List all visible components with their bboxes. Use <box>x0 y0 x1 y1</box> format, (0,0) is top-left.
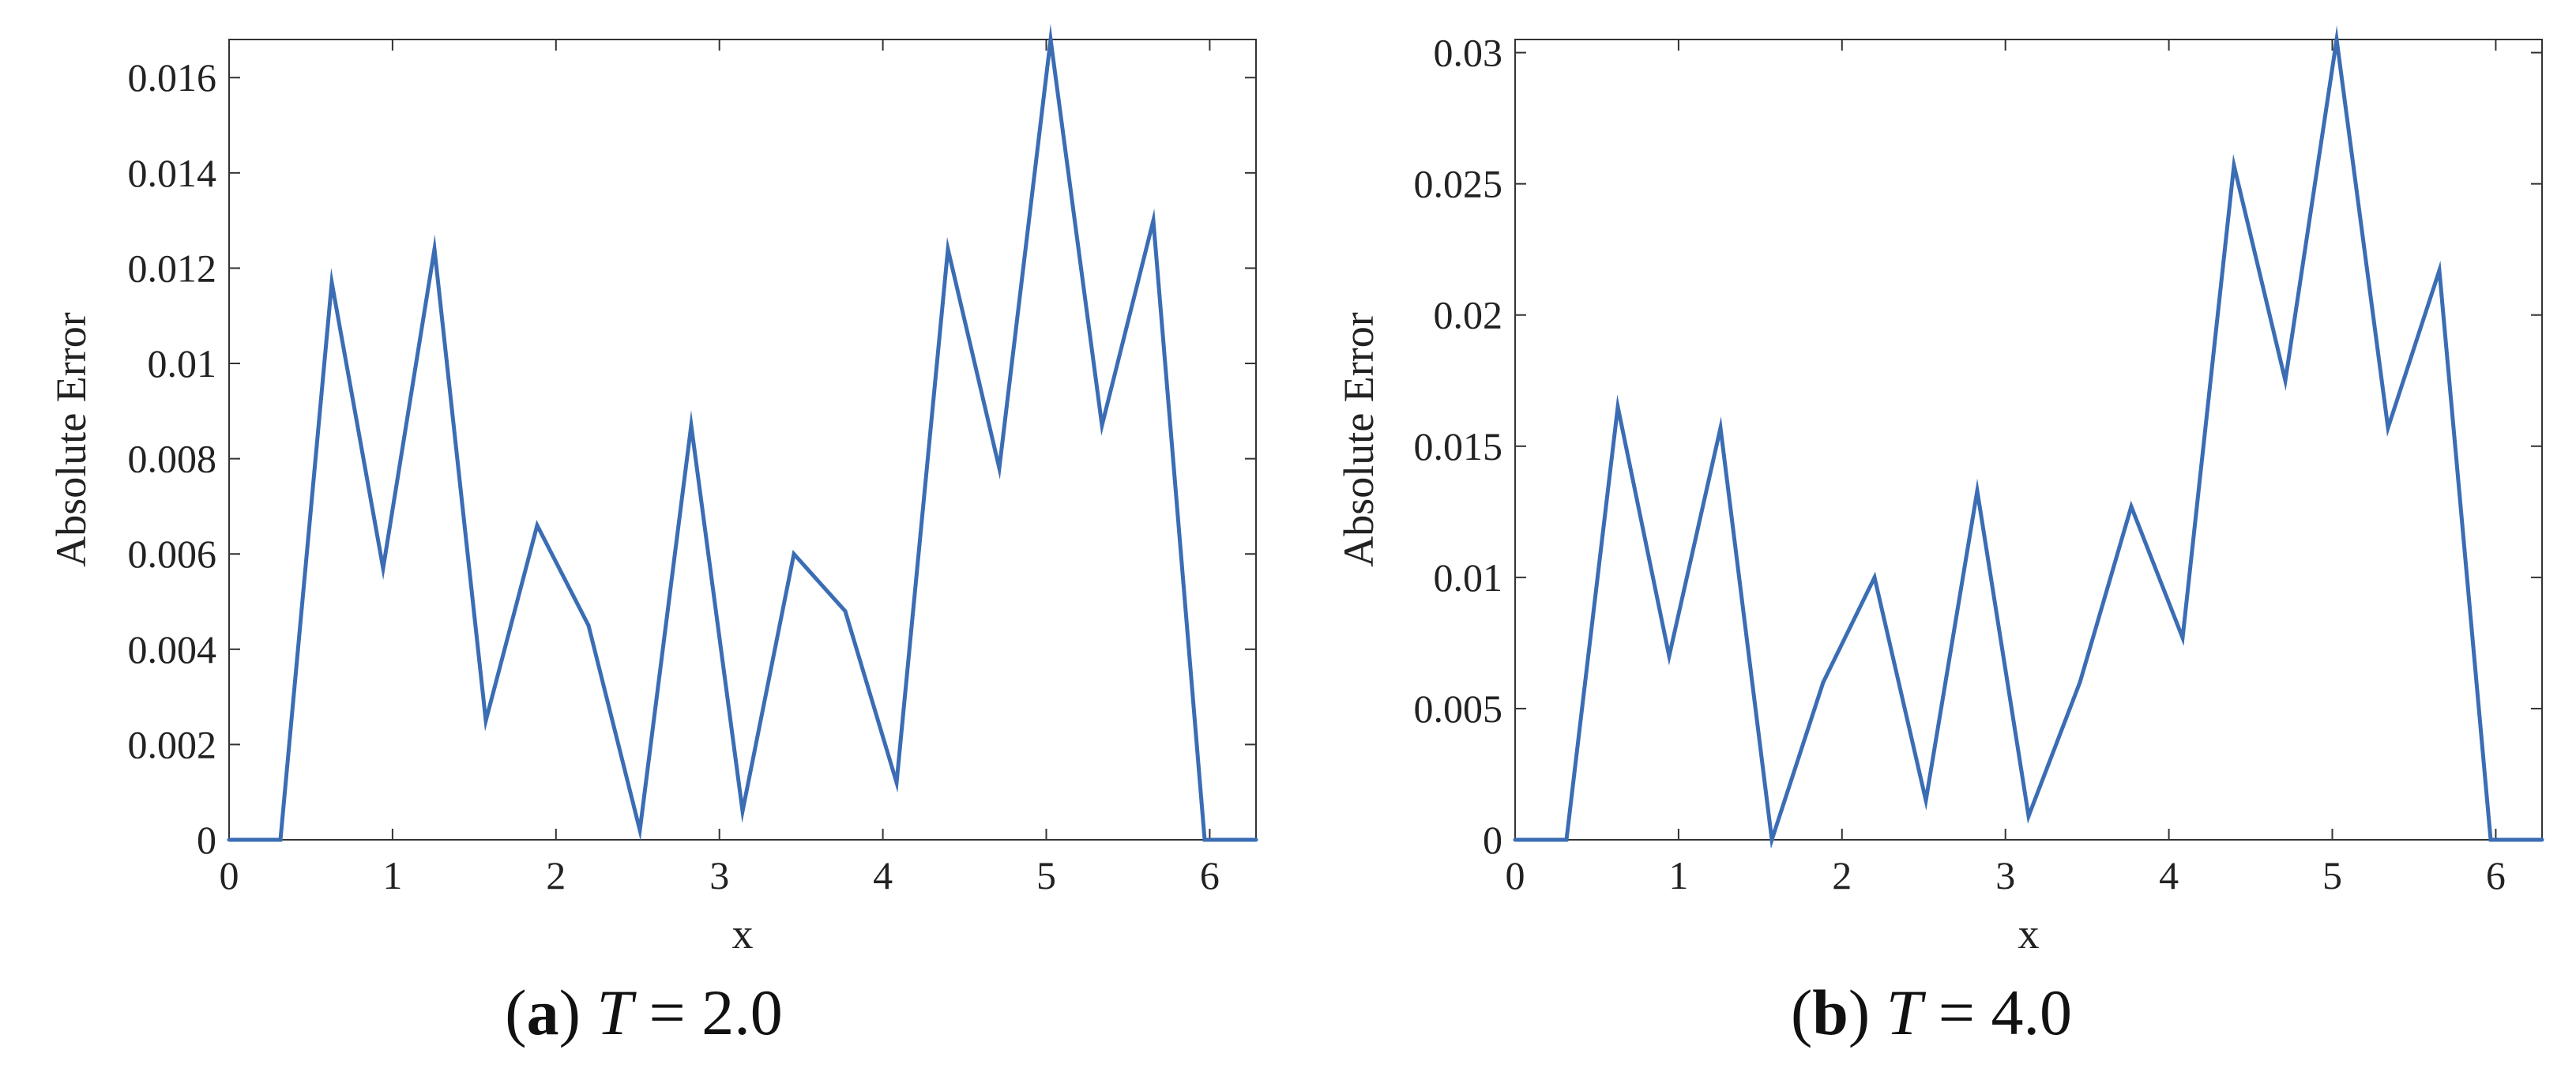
chart-b-y-tick-label: 0.02 <box>1434 293 1503 337</box>
chart-b-data-point <box>1769 837 1774 842</box>
chart-b-data-point <box>1615 404 1620 409</box>
chart-a-x-tick-label: 2 <box>546 853 566 897</box>
chart-panel-a: 0 1 2 3 4 5 6 0 0.002 0.004 0.006 0.008 0.01 0.012 0.0… <box>47 24 1258 1048</box>
chart-b-data-point <box>2232 163 2236 167</box>
chart-a-y-tick-label: 0 <box>197 818 216 862</box>
chart-a-data-point <box>894 781 899 785</box>
chart-a-y-tick-label: 0.002 <box>128 722 217 766</box>
chart-a-data-point <box>1202 837 1207 842</box>
caption-b-value: = 4.0 <box>1922 976 2073 1048</box>
caption-a-label: a <box>526 976 559 1048</box>
chart-a-y-tick-label: 0.004 <box>128 627 217 672</box>
chart-panel-b: 0 1 2 3 4 5 6 0 0.005 0.01 0.015 0.02 0.025 0.03 x Abso… <box>1288 0 2575 1076</box>
chart-b-data-point <box>2180 635 2185 640</box>
chart-b-data-point <box>2283 378 2288 383</box>
caption-a: (a) T = 2.0 <box>505 976 783 1048</box>
chart-a-data-point <box>946 246 950 251</box>
chart-a-x-tick-label: 4 <box>873 853 893 897</box>
chart-a-data-point <box>1048 37 1053 42</box>
chart-a-data-point <box>1254 837 1258 842</box>
chart-b-data-point <box>1564 837 1569 842</box>
chart-b-y-tick-label: 0.025 <box>1414 162 1503 206</box>
chart-a-data-point <box>329 280 334 285</box>
chart-a-data-point <box>843 609 848 614</box>
chart-a-x-tick-label: 1 <box>382 853 402 897</box>
chart-a-data-point <box>740 809 745 814</box>
chart-a-data-point <box>586 623 591 628</box>
chart-b-x-tick-label: 1 <box>1668 853 1688 897</box>
chart-b-data-point <box>2129 504 2134 509</box>
chart-b-y-tick-label: 0.005 <box>1414 687 1503 731</box>
chart-a-y-tick-label: 0.012 <box>128 246 217 290</box>
caption-b-variable: T <box>1886 976 1923 1048</box>
chart-b-data-point <box>2078 680 2082 685</box>
caption-a-variable: T <box>596 976 633 1048</box>
caption-b: (b) T = 4.0 <box>1790 976 2073 1048</box>
chart-b-plot-frame <box>1514 39 2543 841</box>
chart-b-y-tick-label: 0 <box>1483 818 1502 862</box>
chart-a-y-axis-label: Absolute Error <box>47 312 95 566</box>
caption-b-label: b <box>1812 976 1848 1048</box>
chart-b-data-point <box>1667 654 1672 659</box>
chart-b-x-tick-label: 4 <box>2159 853 2179 897</box>
chart-a-data-point <box>1100 423 1104 427</box>
chart-b-data-point <box>1513 837 1517 842</box>
chart-a-data-point <box>227 837 231 842</box>
chart-b-x-axis-label: x <box>2018 910 2040 957</box>
chart-b-data-point <box>2386 426 2390 431</box>
chart-a-data-point <box>278 837 283 842</box>
chart-a-data-point <box>432 246 437 251</box>
chart-a-x-tick-label: 3 <box>709 853 729 897</box>
chart-b-x-tick-label: 6 <box>2486 853 2506 897</box>
chart-a-x-tick-label: 5 <box>1036 853 1056 897</box>
chart-b-data-point <box>2437 268 2442 273</box>
chart-b-data-point <box>2540 837 2544 842</box>
chart-a-y-tick-label: 0.008 <box>128 437 217 481</box>
chart-b-x-tick-label: 0 <box>1506 853 1525 897</box>
chart-b-data-point <box>2334 37 2339 42</box>
chart-b-data-point <box>1718 426 1723 431</box>
chart-a-data-point <box>997 466 1002 471</box>
chart-b-data-point <box>1975 488 1980 493</box>
chart-b-x-tick-label: 2 <box>1832 853 1852 897</box>
chart-a-data-point <box>689 423 694 427</box>
chart-b-x-tick-label: 3 <box>1995 853 2015 897</box>
chart-a-data-point <box>483 718 488 723</box>
chart-b-y-tick-label: 0.01 <box>1434 555 1503 600</box>
chart-a-data-point <box>792 551 796 556</box>
chart-a-data-point <box>535 523 540 528</box>
chart-a-data-point <box>637 828 642 833</box>
chart-a-x-tick-label: 0 <box>220 853 239 897</box>
chart-a-svg: 0 1 2 3 4 5 6 0 0.002 0.004 0.006 0.008 0.01 0.012 0.0… <box>47 24 1258 957</box>
chart-a-y-tick-label: 0.006 <box>128 532 217 576</box>
chart-a-y-tick-label: 0.014 <box>128 151 217 195</box>
chart-b-data-point <box>2488 837 2493 842</box>
chart-a-series-line <box>229 24 1256 842</box>
chart-a-y-tick-label: 0.01 <box>148 341 217 386</box>
chart-a-data-point <box>1151 218 1156 223</box>
chart-b-x-tick-label: 5 <box>2322 853 2342 897</box>
chart-a-x-axis-label: x <box>732 910 754 957</box>
chart-b-data-point <box>1821 680 1826 685</box>
chart-b-data-point <box>1924 798 1928 803</box>
chart-b-series-line <box>1515 25 2542 849</box>
chart-b-svg: 0 1 2 3 4 5 6 0 0.005 0.01 0.015 0.02 0.025 0.03 x Abso… <box>1335 25 2544 957</box>
chart-b-y-tick-label: 0.03 <box>1434 31 1503 75</box>
chart-a-plot-frame <box>228 39 1257 841</box>
chart-b-y-tick-label: 0.015 <box>1414 424 1503 468</box>
chart-b-data-point <box>2026 814 2031 818</box>
chart-b-data-point <box>1872 575 1877 580</box>
caption-a-value: = 2.0 <box>632 976 783 1048</box>
chart-a-data-point <box>381 566 385 570</box>
chart-a-x-tick-label: 6 <box>1200 853 1220 897</box>
chart-a-y-tick-label: 0.016 <box>128 55 217 100</box>
chart-b-y-axis-label: Absolute Error <box>1335 312 1382 566</box>
